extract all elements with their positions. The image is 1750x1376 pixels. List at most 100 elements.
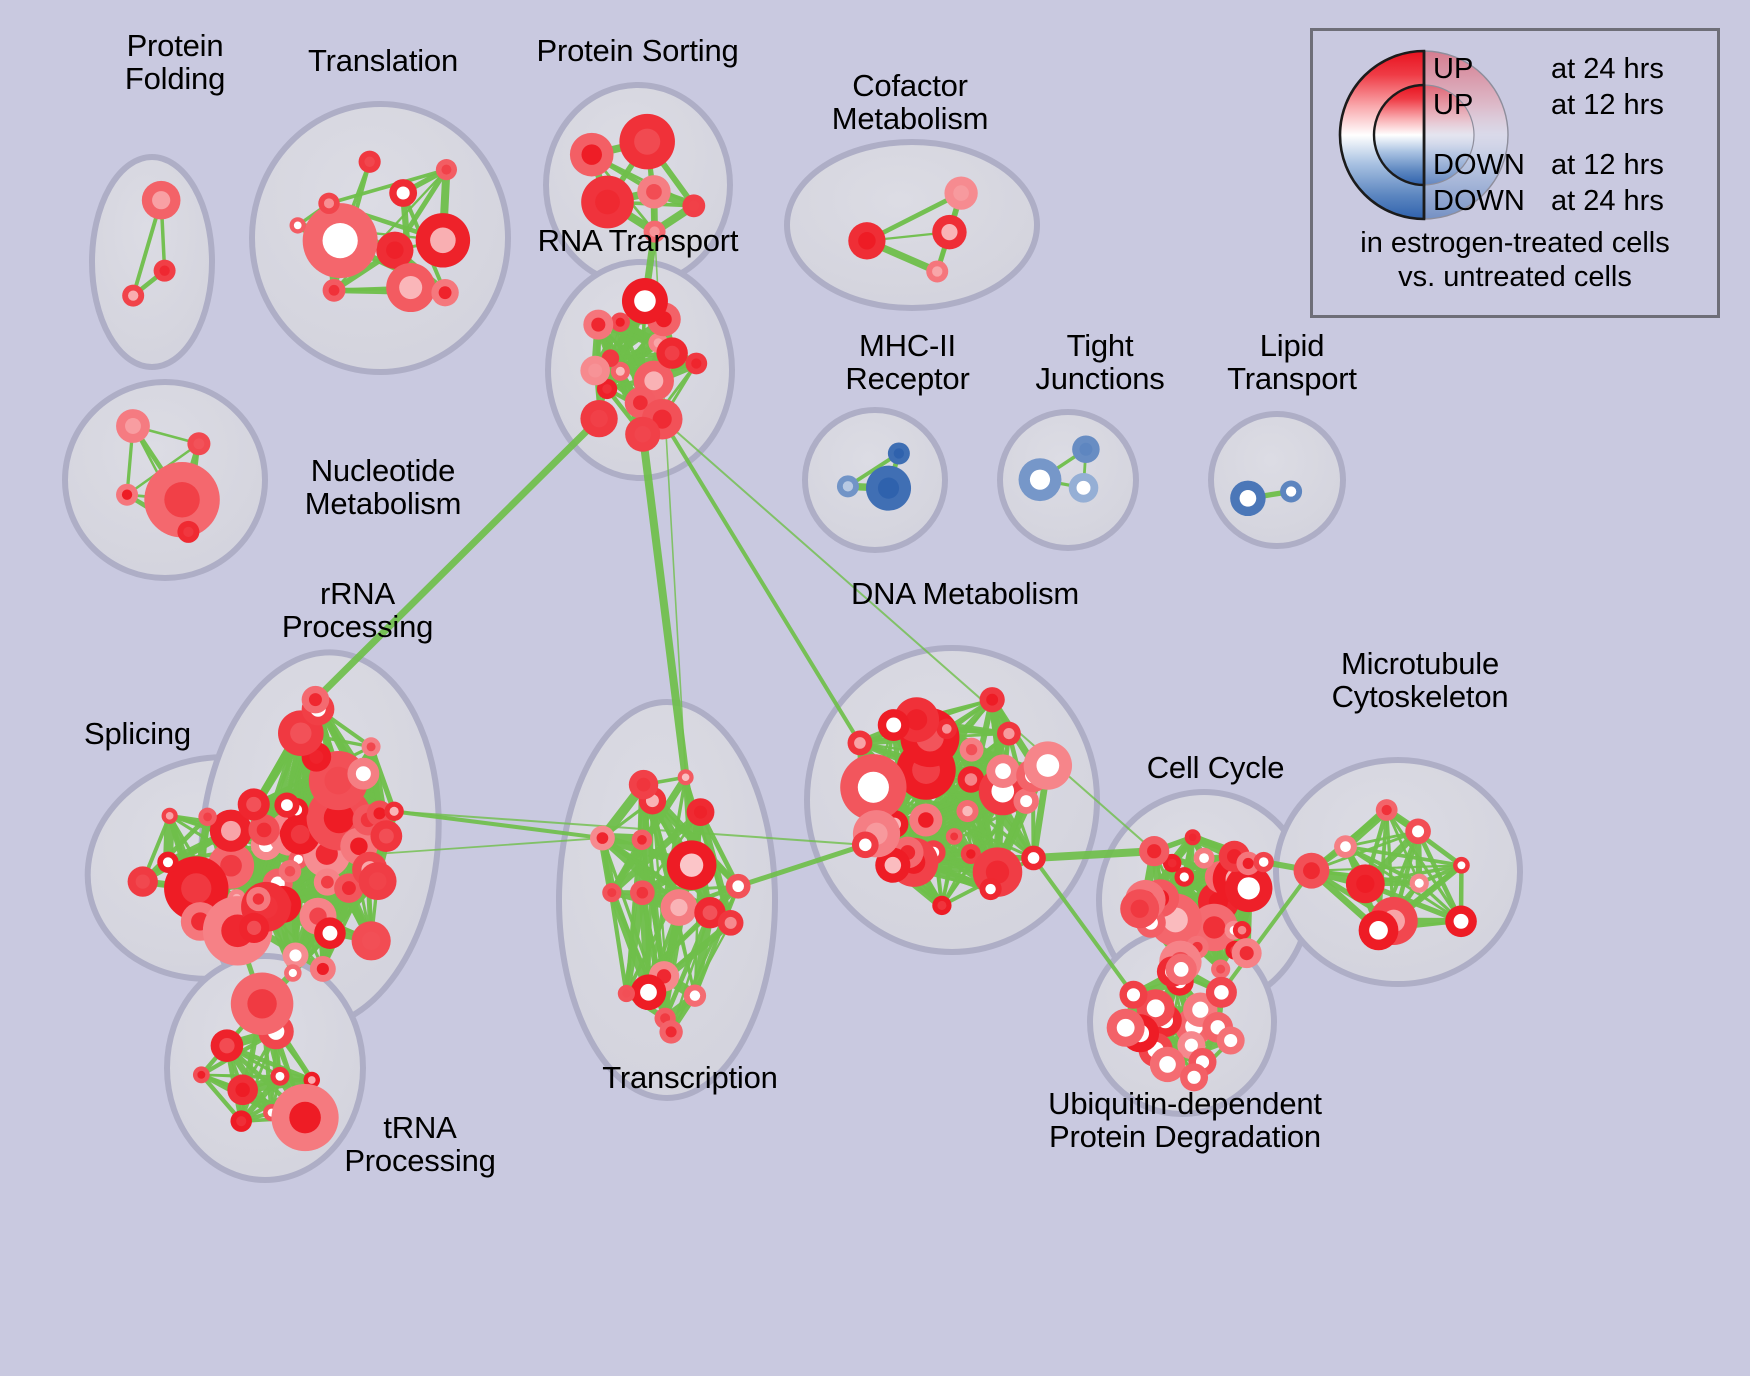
network-node[interactable] — [192, 1066, 210, 1084]
network-node[interactable] — [1120, 889, 1160, 929]
network-node[interactable] — [683, 984, 707, 1007]
network-node[interactable] — [625, 416, 661, 452]
network-node[interactable] — [274, 792, 300, 818]
network-node[interactable] — [1119, 980, 1148, 1009]
network-node[interactable] — [1211, 959, 1231, 979]
network-node[interactable] — [1280, 480, 1303, 503]
network-node[interactable] — [301, 685, 330, 714]
network-node[interactable] — [1253, 851, 1274, 873]
network-node[interactable] — [116, 409, 150, 443]
network-node[interactable] — [583, 309, 614, 340]
network-node[interactable] — [1453, 856, 1470, 874]
network-node[interactable] — [619, 113, 675, 170]
network-node[interactable] — [643, 220, 666, 243]
network-node[interactable] — [376, 231, 414, 269]
network-node[interactable] — [116, 483, 139, 506]
network-node[interactable] — [351, 921, 391, 961]
network-node[interactable] — [631, 829, 653, 851]
cluster-hull-cofactor-metabolism[interactable] — [784, 139, 1040, 311]
network-node[interactable] — [685, 352, 708, 375]
network-node[interactable] — [1358, 910, 1399, 951]
network-node[interactable] — [1231, 938, 1262, 969]
network-node[interactable] — [986, 754, 1020, 788]
network-node[interactable] — [630, 974, 667, 1011]
network-node[interactable] — [1174, 867, 1195, 887]
network-node[interactable] — [161, 807, 178, 824]
network-node[interactable] — [686, 798, 715, 827]
network-node[interactable] — [246, 886, 271, 912]
network-node[interactable] — [887, 442, 910, 465]
network-node[interactable] — [210, 1029, 244, 1062]
network-node[interactable] — [877, 709, 910, 741]
network-node[interactable] — [621, 278, 668, 325]
network-node[interactable] — [660, 889, 698, 926]
network-node[interactable] — [848, 222, 886, 260]
network-node[interactable] — [851, 831, 879, 859]
network-node[interactable] — [347, 757, 380, 790]
network-node[interactable] — [1149, 1046, 1186, 1083]
network-node[interactable] — [659, 1020, 683, 1044]
network-node[interactable] — [637, 175, 671, 209]
network-node[interactable] — [157, 851, 179, 873]
network-node[interactable] — [1236, 851, 1260, 876]
network-node[interactable] — [581, 175, 634, 229]
network-node[interactable] — [144, 461, 220, 538]
network-node[interactable] — [569, 132, 614, 177]
network-node[interactable] — [694, 896, 726, 929]
network-node[interactable] — [1334, 835, 1357, 859]
network-node[interactable] — [230, 972, 294, 1036]
network-node[interactable] — [580, 355, 611, 386]
network-node[interactable] — [361, 737, 381, 757]
network-node[interactable] — [945, 828, 963, 845]
network-node[interactable] — [1224, 864, 1273, 913]
network-node[interactable] — [596, 378, 618, 400]
network-node[interactable] — [289, 217, 306, 234]
network-node[interactable] — [1293, 852, 1330, 889]
network-node[interactable] — [122, 284, 145, 307]
network-node[interactable] — [386, 263, 436, 313]
network-node[interactable] — [313, 868, 341, 896]
cluster-hull-tight-junctions[interactable] — [997, 409, 1139, 551]
network-node[interactable] — [677, 769, 694, 786]
cluster-hull-protein-folding[interactable] — [89, 154, 215, 370]
network-node[interactable] — [909, 803, 943, 837]
cluster-hull-lipid-transport[interactable] — [1208, 411, 1346, 549]
network-node[interactable] — [717, 910, 744, 936]
network-node[interactable] — [617, 984, 635, 1003]
network-node[interactable] — [960, 843, 981, 864]
network-node[interactable] — [198, 807, 217, 827]
network-node[interactable] — [666, 840, 717, 891]
network-node[interactable] — [309, 955, 336, 982]
network-node[interactable] — [227, 1074, 258, 1106]
network-node[interactable] — [957, 766, 985, 793]
network-node[interactable] — [1375, 799, 1398, 821]
network-node[interactable] — [932, 214, 967, 250]
network-node[interactable] — [177, 520, 200, 543]
network-node[interactable] — [629, 880, 655, 906]
network-node[interactable] — [153, 259, 176, 282]
network-node[interactable] — [1023, 741, 1073, 790]
network-node[interactable] — [682, 194, 706, 218]
network-node[interactable] — [1072, 435, 1100, 464]
network-node[interactable] — [435, 159, 458, 181]
network-node[interactable] — [602, 883, 622, 903]
network-node[interactable] — [610, 361, 630, 381]
network-node[interactable] — [282, 942, 309, 969]
network-node[interactable] — [1021, 845, 1046, 871]
network-node[interactable] — [271, 1083, 339, 1152]
network-node[interactable] — [187, 432, 211, 456]
network-node[interactable] — [944, 176, 978, 210]
network-node[interactable] — [358, 150, 381, 173]
network-node[interactable] — [847, 730, 873, 756]
network-node[interactable] — [127, 866, 158, 897]
network-node[interactable] — [1216, 1026, 1245, 1055]
network-node[interactable] — [1345, 864, 1385, 904]
network-node[interactable] — [237, 788, 270, 821]
network-node[interactable] — [997, 721, 1021, 746]
network-node[interactable] — [370, 820, 403, 852]
network-node[interactable] — [926, 260, 949, 283]
network-node[interactable] — [932, 895, 952, 916]
network-node[interactable] — [238, 912, 270, 944]
network-node[interactable] — [284, 964, 302, 982]
network-node[interactable] — [1193, 847, 1215, 869]
